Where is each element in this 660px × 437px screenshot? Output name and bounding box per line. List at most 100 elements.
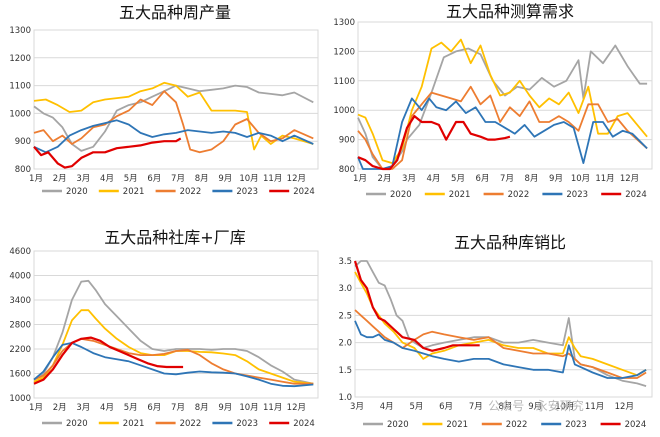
- y-tick-label: 2.0: [338, 339, 352, 349]
- x-tick-label: 5月: [451, 174, 465, 184]
- y-tick-label: 4600: [9, 247, 31, 257]
- x-tick-label: 12月: [287, 174, 306, 184]
- y-tick-label: 800: [15, 165, 31, 175]
- series-line-2021: [33, 309, 314, 385]
- series-line-2023: [33, 119, 314, 154]
- chart-panel-4: 五大品种库销比 1.0 1.5 2.0 2.5 3.0 3.5 3月 4月 5月 6月 7月 8月 9月 1…: [338, 233, 653, 430]
- y-tick-label: 2200: [9, 345, 31, 355]
- legend-label-2022: 2022: [180, 419, 202, 429]
- x-tick-label: 5月: [124, 174, 138, 184]
- series-line-2021: [33, 81, 314, 151]
- legend-label-2021: 2021: [449, 190, 471, 200]
- legend-label-2024: 2024: [293, 187, 315, 197]
- y-tick-label: 2.5: [338, 311, 352, 321]
- y-tick-label: 800: [339, 165, 355, 175]
- x-tick-label: 10月: [555, 402, 574, 412]
- series-line-2022: [33, 90, 314, 154]
- y-tick-label: 1200: [333, 47, 355, 57]
- legend-label-2023: 2023: [566, 190, 588, 200]
- x-tick-label: 10月: [571, 174, 590, 184]
- x-tick-label: 9月: [218, 403, 232, 413]
- x-tick-label: 3月: [402, 174, 416, 184]
- x-tick-label: 6月: [147, 403, 161, 413]
- chart-panel-3: 五大品种社库+厂库 1000 1600 2200 2800 3400 4000 4600 1月 2…: [9, 228, 319, 429]
- y-tick-label: 900: [339, 136, 355, 146]
- x-tick-label: 1月: [29, 174, 43, 184]
- legend-label-2024: 2024: [625, 420, 647, 430]
- plot-area: [354, 260, 653, 398]
- x-tick-label: 5月: [409, 402, 423, 412]
- legend: 2020 2021 2022 2023 2024: [42, 419, 315, 429]
- chart-panel-2: 五大品种测算需求 800 900 1000 1100 1200 1300 1月 2月 3月 4月 5月…: [333, 2, 653, 200]
- x-tick-label: 3月: [350, 402, 364, 412]
- x-tick-label: 3月: [76, 174, 90, 184]
- x-tick-label: 12月: [287, 403, 306, 413]
- x-tick-label: 1月: [29, 403, 43, 413]
- series-line-2023: [357, 97, 648, 170]
- x-tick-label: 9月: [549, 174, 563, 184]
- y-tick-label: 3400: [9, 296, 31, 306]
- legend-label-2021: 2021: [123, 419, 145, 429]
- legend-label-2022: 2022: [180, 187, 202, 197]
- legend-label-2024: 2024: [625, 190, 647, 200]
- legend-label-2020: 2020: [66, 187, 88, 197]
- x-tick-label: 9月: [528, 402, 542, 412]
- y-tick-label: 1100: [9, 82, 31, 92]
- x-tick-label: 8月: [195, 174, 209, 184]
- y-tick-label: 1000: [9, 394, 31, 404]
- legend: 2020 2021 2022 2023 2024: [366, 190, 647, 200]
- chart-title: 五大品种库销比: [454, 233, 566, 252]
- legend-label-2023: 2023: [565, 420, 587, 430]
- chart-panel-1: 五大品种周产量 800 900 1000 1100 1200 1300 1月 2月 3月 4月 5月 6…: [9, 3, 319, 197]
- y-tick-label: 1600: [9, 370, 31, 380]
- series-line-2024: [357, 114, 511, 171]
- watermark: 公众号 · 永安研究: [488, 398, 583, 413]
- x-tick-label: 10月: [239, 403, 258, 413]
- legend-label-2023: 2023: [236, 187, 258, 197]
- x-tick-label: 6月: [476, 174, 490, 184]
- legend-label-2020: 2020: [66, 419, 88, 429]
- x-tick-label: 4月: [427, 174, 441, 184]
- chart-title: 五大品种社库+厂库: [104, 228, 245, 247]
- y-tick-label: 1300: [333, 18, 355, 28]
- x-tick-label: 11月: [263, 174, 282, 184]
- x-tick-label: 11月: [595, 174, 614, 184]
- series-line-2024: [353, 260, 480, 352]
- chart-title: 五大品种周产量: [119, 3, 231, 22]
- legend-label-2020: 2020: [387, 420, 409, 430]
- x-tick-label: 7月: [171, 174, 185, 184]
- x-tick-label: 4月: [380, 402, 394, 412]
- x-tick-label: 5月: [124, 403, 138, 413]
- series-line-2022: [354, 309, 647, 379]
- x-tick-label: 6月: [147, 174, 161, 184]
- x-tick-label: 11月: [263, 403, 282, 413]
- x-tick-label: 8月: [499, 402, 513, 412]
- y-tick-label: 900: [15, 137, 31, 147]
- legend-label-2021: 2021: [446, 420, 468, 430]
- x-tick-label: 12月: [615, 402, 634, 412]
- series-line-2024: [33, 336, 184, 385]
- y-tick-label: 1000: [333, 106, 355, 116]
- x-tick-label: 8月: [195, 403, 209, 413]
- x-tick-label: 3月: [76, 403, 90, 413]
- x-tick-label: 6月: [439, 402, 453, 412]
- legend-label-2020: 2020: [390, 190, 412, 200]
- legend-label-2022: 2022: [508, 190, 530, 200]
- series-line-2024: [33, 137, 182, 169]
- y-tick-label: 1300: [9, 26, 31, 36]
- y-tick-label: 1100: [333, 77, 355, 87]
- legend-label-2021: 2021: [123, 187, 145, 197]
- x-tick-label: 7月: [469, 402, 483, 412]
- x-tick-label: 1月: [353, 174, 367, 184]
- x-tick-label: 7月: [500, 174, 514, 184]
- series-line-2022: [357, 85, 648, 170]
- y-tick-label: 1.0: [338, 393, 352, 403]
- y-tick-label: 1000: [9, 109, 31, 119]
- x-tick-label: 9月: [218, 174, 232, 184]
- x-tick-label: 10月: [239, 174, 258, 184]
- legend: 2020 2021 2022 2023 2024: [42, 187, 315, 197]
- y-tick-label: 4000: [9, 272, 31, 282]
- series-line-2020: [354, 260, 647, 387]
- y-tick-label: 2800: [9, 321, 31, 331]
